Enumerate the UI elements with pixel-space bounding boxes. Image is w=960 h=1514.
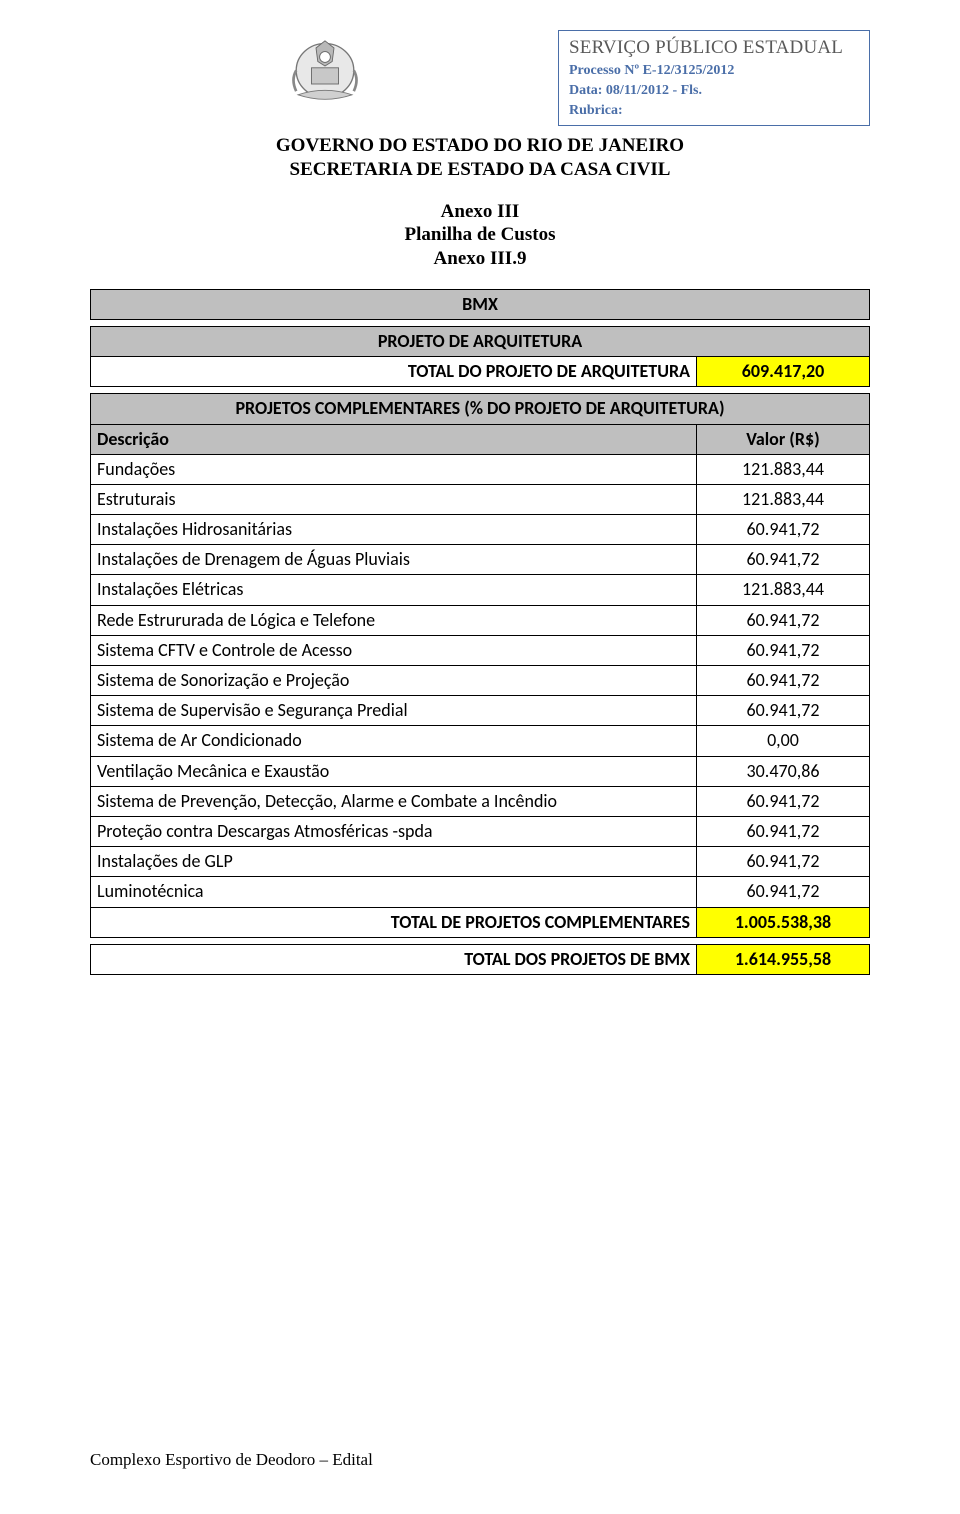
col-val-header: Valor (R$) bbox=[697, 424, 870, 454]
process-number: Processo Nº E-12/3125/2012 bbox=[569, 63, 859, 79]
footer-text: Complexo Esportivo de Deodoro – Edital bbox=[90, 1450, 373, 1470]
row-desc: Instalações Elétricas bbox=[91, 575, 697, 605]
subtitle-line-3: Anexo III.9 bbox=[90, 247, 870, 271]
service-label: SERVIÇO PÚBLICO ESTADUAL bbox=[569, 37, 859, 59]
row-value: 121.883,44 bbox=[697, 454, 870, 484]
grand-total-label: TOTAL DOS PROJETOS DE BMX bbox=[91, 944, 697, 974]
category-header: BMX bbox=[91, 289, 870, 319]
table-row: Instalações de Drenagem de Águas Pluviai… bbox=[91, 545, 870, 575]
row-value: 121.883,44 bbox=[697, 575, 870, 605]
row-value: 60.941,72 bbox=[697, 816, 870, 846]
table-row: Ventilação Mecânica e Exaustão30.470,86 bbox=[91, 756, 870, 786]
row-desc: Instalações de Drenagem de Águas Pluviai… bbox=[91, 545, 697, 575]
table-row: Instalações de GLP60.941,72 bbox=[91, 847, 870, 877]
row-value: 60.941,72 bbox=[697, 847, 870, 877]
row-desc: Rede Estrururada de Lógica e Telefone bbox=[91, 605, 697, 635]
table-row: Sistema de Prevenção, Detecção, Alarme e… bbox=[91, 786, 870, 816]
section2-total-value: 1.005.538,38 bbox=[697, 907, 870, 937]
row-value: 60.941,72 bbox=[697, 545, 870, 575]
process-info-box: SERVIÇO PÚBLICO ESTADUAL Processo Nº E-1… bbox=[558, 30, 870, 126]
row-value: 60.941,72 bbox=[697, 786, 870, 816]
section1-header: PROJETO DE ARQUITETURA bbox=[91, 326, 870, 356]
section2-header: PROJETOS COMPLEMENTARES (% DO PROJETO DE… bbox=[91, 394, 870, 424]
row-desc: Luminotécnica bbox=[91, 877, 697, 907]
row-desc: Sistema de Prevenção, Detecção, Alarme e… bbox=[91, 786, 697, 816]
row-desc: Sistema de Ar Condicionado bbox=[91, 726, 697, 756]
section2-table: PROJETOS COMPLEMENTARES (% DO PROJETO DE… bbox=[90, 393, 870, 937]
row-desc: Instalações de GLP bbox=[91, 847, 697, 877]
table-row: Instalações Elétricas121.883,44 bbox=[91, 575, 870, 605]
page-title: GOVERNO DO ESTADO DO RIO DE JANEIRO SECR… bbox=[90, 134, 870, 182]
coat-of-arms-icon bbox=[280, 30, 370, 120]
row-desc: Instalações Hidrosanitárias bbox=[91, 515, 697, 545]
row-desc: Sistema CFTV e Controle de Acesso bbox=[91, 635, 697, 665]
category-table: BMX bbox=[90, 289, 870, 320]
row-value: 60.941,72 bbox=[697, 696, 870, 726]
table-row: Sistema de Ar Condicionado0,00 bbox=[91, 726, 870, 756]
table-row: Luminotécnica60.941,72 bbox=[91, 877, 870, 907]
subtitle-line-2: Planilha de Custos bbox=[90, 223, 870, 247]
page-subtitle: Anexo III Planilha de Custos Anexo III.9 bbox=[90, 200, 870, 271]
table-row: Sistema de Supervisão e Segurança Predia… bbox=[91, 696, 870, 726]
row-value: 30.470,86 bbox=[697, 756, 870, 786]
row-desc: Fundações bbox=[91, 454, 697, 484]
col-desc-header: Descrição bbox=[91, 424, 697, 454]
row-value: 60.941,72 bbox=[697, 666, 870, 696]
row-value: 0,00 bbox=[697, 726, 870, 756]
grand-total-table: TOTAL DOS PROJETOS DE BMX 1.614.955,58 bbox=[90, 944, 870, 975]
section2-total-label: TOTAL DE PROJETOS COMPLEMENTARES bbox=[91, 907, 697, 937]
row-desc: Sistema de Sonorização e Projeção bbox=[91, 666, 697, 696]
subtitle-line-1: Anexo III bbox=[90, 200, 870, 224]
row-value: 60.941,72 bbox=[697, 515, 870, 545]
table-row: Sistema CFTV e Controle de Acesso60.941,… bbox=[91, 635, 870, 665]
table-row: Instalações Hidrosanitárias60.941,72 bbox=[91, 515, 870, 545]
row-desc: Ventilação Mecânica e Exaustão bbox=[91, 756, 697, 786]
table-row: Rede Estrururada de Lógica e Telefone60.… bbox=[91, 605, 870, 635]
rubrica-label: Rubrica: bbox=[569, 103, 859, 119]
table-row: Fundações121.883,44 bbox=[91, 454, 870, 484]
table-row: Proteção contra Descargas Atmosféricas -… bbox=[91, 816, 870, 846]
row-value: 60.941,72 bbox=[697, 635, 870, 665]
row-desc: Sistema de Supervisão e Segurança Predia… bbox=[91, 696, 697, 726]
row-desc: Proteção contra Descargas Atmosféricas -… bbox=[91, 816, 697, 846]
section1-total-value: 609.417,20 bbox=[697, 357, 870, 387]
section1-table: PROJETO DE ARQUITETURA TOTAL DO PROJETO … bbox=[90, 326, 870, 387]
grand-total-value: 1.614.955,58 bbox=[697, 944, 870, 974]
row-value: 60.941,72 bbox=[697, 605, 870, 635]
row-value: 121.883,44 bbox=[697, 484, 870, 514]
title-line-2: SECRETARIA DE ESTADO DA CASA CIVIL bbox=[90, 158, 870, 182]
process-date: Data: 08/11/2012 - Fls. bbox=[569, 83, 859, 99]
title-line-1: GOVERNO DO ESTADO DO RIO DE JANEIRO bbox=[90, 134, 870, 158]
section1-total-label: TOTAL DO PROJETO DE ARQUITETURA bbox=[91, 357, 697, 387]
row-value: 60.941,72 bbox=[697, 877, 870, 907]
row-desc: Estruturais bbox=[91, 484, 697, 514]
table-row: Estruturais121.883,44 bbox=[91, 484, 870, 514]
table-row: Sistema de Sonorização e Projeção60.941,… bbox=[91, 666, 870, 696]
